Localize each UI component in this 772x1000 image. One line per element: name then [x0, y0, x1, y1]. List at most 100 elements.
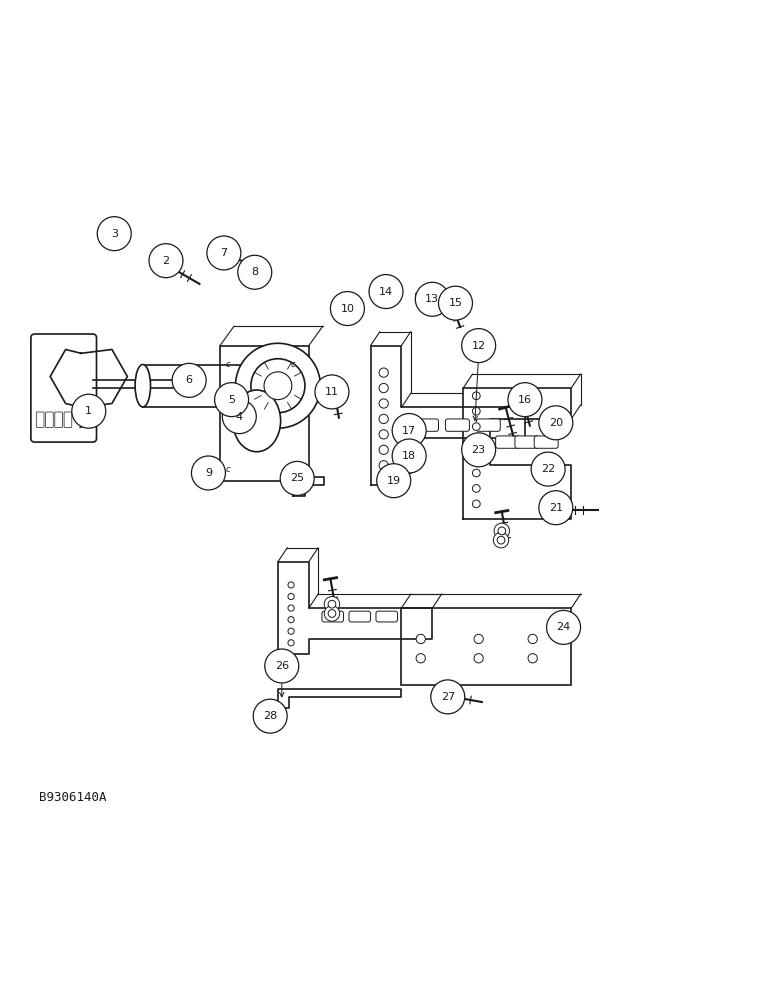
Circle shape [288, 593, 294, 600]
Circle shape [472, 500, 480, 508]
FancyBboxPatch shape [496, 436, 520, 448]
Circle shape [288, 628, 294, 634]
Circle shape [215, 383, 249, 417]
Circle shape [474, 634, 483, 644]
Circle shape [328, 610, 336, 617]
Circle shape [72, 394, 106, 428]
Circle shape [431, 680, 465, 714]
Text: c: c [225, 360, 230, 369]
Circle shape [369, 275, 403, 309]
Text: 6: 6 [185, 375, 193, 385]
Polygon shape [115, 230, 129, 245]
Circle shape [462, 329, 496, 363]
Circle shape [229, 405, 246, 422]
FancyBboxPatch shape [445, 419, 469, 431]
Circle shape [222, 392, 237, 407]
Circle shape [225, 396, 233, 403]
Text: 11: 11 [325, 387, 339, 397]
Circle shape [416, 634, 425, 644]
Polygon shape [50, 349, 127, 407]
Text: 3: 3 [110, 229, 118, 239]
Text: 19: 19 [387, 476, 401, 486]
Circle shape [379, 383, 388, 393]
Text: 25: 25 [290, 473, 304, 483]
Circle shape [392, 439, 426, 473]
Circle shape [251, 359, 305, 413]
Text: 13: 13 [425, 294, 439, 304]
Polygon shape [541, 460, 555, 475]
Bar [401, 608, 571, 685]
Polygon shape [371, 346, 525, 485]
Polygon shape [278, 689, 401, 708]
Text: 14: 14 [379, 287, 393, 297]
Circle shape [253, 699, 287, 733]
Text: 2: 2 [162, 256, 170, 266]
Circle shape [264, 372, 292, 400]
FancyBboxPatch shape [64, 412, 72, 427]
Circle shape [392, 414, 426, 448]
FancyBboxPatch shape [515, 436, 539, 448]
Text: 20: 20 [549, 418, 563, 428]
Circle shape [288, 640, 294, 646]
FancyBboxPatch shape [55, 412, 63, 427]
Text: 26: 26 [275, 661, 289, 671]
Circle shape [379, 461, 388, 470]
Circle shape [472, 392, 480, 400]
Text: 21: 21 [549, 503, 563, 513]
Circle shape [379, 399, 388, 408]
Circle shape [379, 414, 388, 424]
Circle shape [172, 363, 206, 397]
Circle shape [191, 456, 225, 490]
Text: 24: 24 [557, 622, 571, 632]
Ellipse shape [135, 365, 151, 407]
Circle shape [416, 654, 425, 663]
Circle shape [381, 293, 390, 302]
Circle shape [270, 708, 278, 716]
Circle shape [238, 255, 272, 289]
Circle shape [340, 304, 349, 313]
Text: c: c [291, 465, 296, 474]
Circle shape [379, 430, 388, 439]
Text: 5: 5 [228, 395, 235, 405]
Circle shape [531, 452, 565, 486]
FancyBboxPatch shape [322, 611, 344, 622]
Circle shape [528, 634, 537, 644]
Circle shape [330, 292, 364, 326]
Text: B9306140A: B9306140A [39, 791, 106, 804]
Circle shape [497, 536, 505, 544]
FancyBboxPatch shape [415, 419, 438, 431]
FancyBboxPatch shape [476, 419, 500, 431]
Circle shape [462, 433, 496, 467]
FancyBboxPatch shape [46, 412, 53, 427]
Text: 28: 28 [263, 711, 277, 721]
Circle shape [472, 454, 480, 461]
Circle shape [324, 606, 340, 621]
FancyBboxPatch shape [534, 436, 558, 448]
Circle shape [265, 649, 299, 683]
FancyBboxPatch shape [376, 611, 398, 622]
Circle shape [472, 438, 480, 446]
Text: c: c [291, 360, 296, 369]
Circle shape [381, 286, 388, 294]
Circle shape [493, 532, 509, 548]
Circle shape [494, 523, 510, 539]
Circle shape [315, 375, 349, 409]
Circle shape [403, 463, 411, 471]
Circle shape [404, 451, 411, 459]
Circle shape [234, 410, 242, 417]
Polygon shape [293, 477, 324, 496]
Circle shape [498, 527, 506, 535]
Text: 7: 7 [220, 248, 228, 258]
Text: 22: 22 [541, 464, 555, 474]
Circle shape [379, 368, 388, 377]
Circle shape [528, 654, 537, 663]
Text: 1: 1 [85, 406, 93, 416]
Circle shape [207, 236, 241, 270]
Polygon shape [378, 282, 391, 298]
Polygon shape [267, 705, 281, 720]
Circle shape [508, 383, 542, 417]
Text: 9: 9 [205, 468, 212, 478]
Text: 15: 15 [449, 298, 462, 308]
FancyBboxPatch shape [349, 611, 371, 622]
Circle shape [539, 491, 573, 525]
